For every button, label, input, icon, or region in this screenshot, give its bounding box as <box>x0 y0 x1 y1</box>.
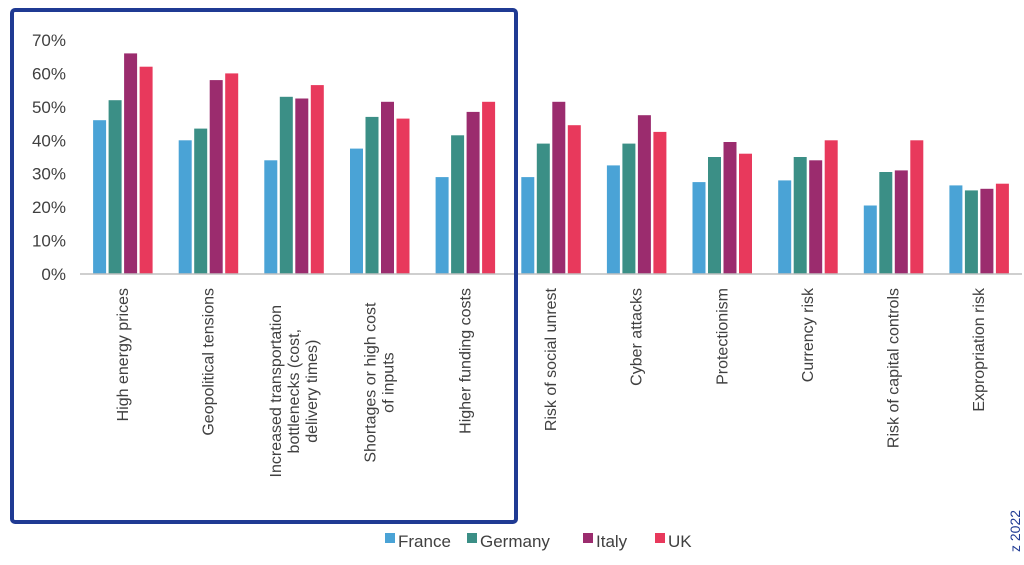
bar-france-protectionism <box>692 182 706 274</box>
bar-italy-cyber-attacks <box>637 115 651 274</box>
bar-france-geopolitical-tensions <box>178 140 192 274</box>
bar-france-increased-transportation-bottlenecks-cost-delivery-times <box>264 160 278 274</box>
bar-italy-expropriation-risk <box>980 188 994 274</box>
bar-germany-shortages-or-high-cost-of-inputs <box>365 116 379 275</box>
legend-label-italy: Italy <box>596 532 628 551</box>
legend-swatch-france <box>385 533 395 543</box>
bar-france-high-energy-prices <box>93 120 107 274</box>
bar-italy-currency-risk <box>809 160 823 274</box>
bar-germany-expropriation-risk <box>964 190 978 274</box>
x-category-label-increased-transportation-bottl: Increased transportationbottlenecks (cos… <box>268 305 321 478</box>
bar-uk-geopolitical-tensions <box>225 73 239 275</box>
x-category-label-expropriation-risk: Expropriation risk <box>971 287 988 412</box>
bar-uk-cyber-attacks <box>653 131 667 274</box>
legend-label-germany: Germany <box>480 532 550 551</box>
bar-germany-currency-risk <box>793 157 807 274</box>
legend-swatch-italy <box>583 533 593 543</box>
legend-swatch-uk <box>655 533 665 543</box>
bar-italy-geopolitical-tensions <box>209 80 223 274</box>
side-text: z 2022 <box>1007 510 1023 552</box>
y-axis-ticks: 0% 10% 20% 30% 40% 50% 60% 70% <box>32 31 66 284</box>
bar-italy-higher-funding-costs <box>466 111 480 275</box>
bar-france-currency-risk <box>778 180 792 274</box>
x-category-label-shortages-or-high-cost-of-inpu: Shortages or high costof inputs <box>363 302 398 463</box>
x-category-label-higher-funding-costs: Higher funding costs <box>457 288 474 434</box>
bar-france-expropriation-risk <box>949 185 963 274</box>
x-category-label-risk-of-social-unrest: Risk of social unrest <box>543 287 560 431</box>
bar-france-cyber-attacks <box>606 165 620 274</box>
bars-layer <box>93 53 1009 275</box>
y-tick-label: 70% <box>32 31 66 50</box>
bar-france-risk-of-social-unrest <box>521 177 535 274</box>
legend-swatch-germany <box>467 533 477 543</box>
bar-italy-risk-of-capital-controls <box>894 170 908 274</box>
x-category-label-protectionism: Protectionism <box>714 288 731 385</box>
bar-italy-protectionism <box>723 142 737 274</box>
highlight-box <box>10 8 518 524</box>
bar-uk-expropriation-risk <box>995 183 1009 274</box>
bar-uk-protectionism <box>739 153 752 274</box>
bar-uk-increased-transportation-bottlenecks-cost-delivery-times <box>310 85 324 274</box>
y-tick-label: 40% <box>32 131 66 150</box>
bar-uk-higher-funding-costs <box>482 101 496 274</box>
y-tick-label: 60% <box>32 64 66 83</box>
bar-germany-higher-funding-costs <box>451 135 465 274</box>
bar-uk-shortages-or-high-cost-of-inputs <box>396 118 410 274</box>
bar-france-shortages-or-high-cost-of-inputs <box>350 148 363 274</box>
x-category-label-risk-of-capital-controls: Risk of capital controls <box>886 288 903 448</box>
bar-germany-geopolitical-tensions <box>194 128 208 274</box>
category-labels: High energy prices Geopolitical tensions I… <box>115 287 988 477</box>
bar-italy-increased-transportation-bottlenecks-cost-delivery-times <box>295 98 309 274</box>
x-category-label-high-energy-prices: High energy prices <box>115 288 132 421</box>
bar-germany-high-energy-prices <box>108 100 122 274</box>
bar-germany-risk-of-social-unrest <box>536 143 550 274</box>
legend: France Germany Italy UK <box>385 532 692 551</box>
bar-uk-risk-of-capital-controls <box>910 140 924 274</box>
x-category-label-currency-risk: Currency risk <box>800 287 817 382</box>
bar-uk-risk-of-social-unrest <box>567 125 581 274</box>
bar-germany-increased-transportation-bottlenecks-cost-delivery-times <box>279 96 293 274</box>
bar-italy-shortages-or-high-cost-of-inputs <box>381 101 394 274</box>
bar-france-higher-funding-costs <box>435 177 449 274</box>
x-category-label-geopolitical-tensions: Geopolitical tensions <box>201 288 218 436</box>
bar-italy-risk-of-social-unrest <box>552 101 566 274</box>
bar-france-risk-of-capital-controls <box>863 205 877 274</box>
x-category-label-cyber-attacks: Cyber attacks <box>629 288 646 386</box>
y-tick-label: 30% <box>32 165 66 184</box>
bar-germany-risk-of-capital-controls <box>879 172 893 274</box>
legend-label-uk: UK <box>668 532 692 551</box>
bar-uk-high-energy-prices <box>139 66 153 274</box>
y-tick-label: 50% <box>32 98 66 117</box>
bar-germany-protectionism <box>708 157 721 274</box>
y-tick-label: 20% <box>32 198 66 217</box>
y-tick-label: 10% <box>32 232 66 251</box>
y-tick-label: 0% <box>41 265 66 284</box>
bar-germany-cyber-attacks <box>622 143 636 274</box>
bar-italy-high-energy-prices <box>124 53 138 275</box>
bar-uk-currency-risk <box>824 140 838 274</box>
legend-label-france: France <box>398 532 451 551</box>
